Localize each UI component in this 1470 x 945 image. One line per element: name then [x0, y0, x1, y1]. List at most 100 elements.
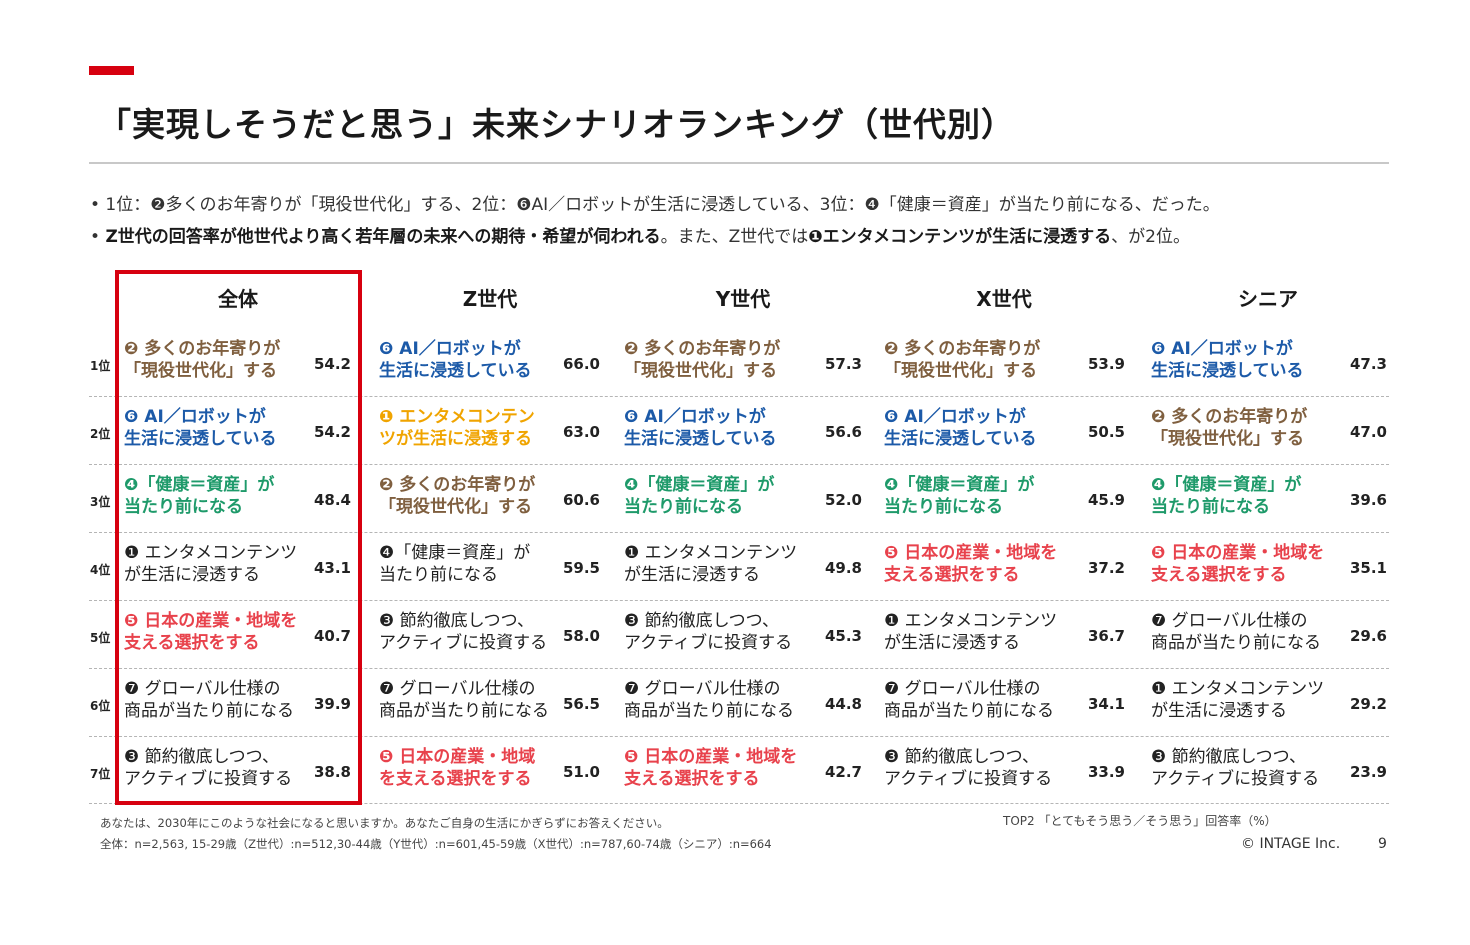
scenario-cell-gen-y: ❷ 多くのお年寄りが 「現役世代化」する — [624, 338, 780, 382]
scenario-cell-gen-y: ❼ グローバル仕様の 商品が当たり前になる — [624, 678, 794, 722]
scenario-line-1: ❹「健康＝資産」が — [379, 543, 531, 563]
response-rate-value: 60.6 — [562, 491, 600, 509]
scenario-line-2: 支える選択をする — [884, 565, 1020, 585]
scenario-line-2: が生活に浸透する — [124, 565, 260, 585]
rank-label: 5位 — [90, 631, 111, 645]
scenario-cell-gen-x: ❺ 日本の産業・地域を 支える選択をする — [884, 542, 1057, 586]
scenario-line-1: ❻ AI／ロボットが — [379, 339, 521, 359]
scenario-cell-gen-x: ❸ 節約徹底しつつ、 アクティブに投資する — [884, 746, 1052, 790]
rank-label: 7位 — [90, 767, 111, 781]
response-rate-value: 54.2 — [313, 355, 351, 373]
scenario-cell-gen-z: ❼ グローバル仕様の 商品が当たり前になる — [379, 678, 549, 722]
scenario-line-2: 「現役世代化」する — [1151, 429, 1304, 449]
response-rate-value: 33.9 — [1087, 763, 1125, 781]
rank-label: 6位 — [90, 699, 111, 713]
column-header-senior: シニア — [1238, 287, 1298, 311]
scenario-cell-gen-x: ❶ エンタメコンテンツ が生活に浸透する — [884, 610, 1057, 654]
response-rate-value: 40.7 — [313, 627, 351, 645]
scenario-line-1: ❼ グローバル仕様の — [124, 679, 281, 699]
column-header-gen-x: X世代 — [976, 287, 1032, 311]
scenario-line-1: ❶ エンタメコンテンツ — [1151, 679, 1325, 699]
scenario-cell-senior: ❻ AI／ロボットが 生活に浸透している — [1151, 338, 1304, 382]
scenario-cell-senior: ❷ 多くのお年寄りが 「現役世代化」する — [1151, 406, 1307, 450]
response-rate-value: 53.9 — [1087, 355, 1125, 373]
scenario-cell-gen-z: ❷ 多くのお年寄りが 「現役世代化」する — [379, 474, 535, 518]
copyright: © INTAGE Inc. — [1241, 836, 1341, 852]
response-rate-value: 52.0 — [824, 491, 862, 509]
scenario-line-1: ❷ 多くのお年寄りが — [379, 475, 536, 495]
scenario-line-2: 「現役世代化」する — [124, 361, 277, 381]
column-header-gen-z: Z世代 — [462, 287, 518, 311]
scenario-line-1: ❻ AI／ロボットが — [884, 407, 1026, 427]
scenario-cell-overall: ❼ グローバル仕様の 商品が当たり前になる — [124, 678, 294, 722]
scenario-cell-gen-x: ❷ 多くのお年寄りが 「現役世代化」する — [884, 338, 1040, 382]
response-rate-value: 50.5 — [1087, 423, 1125, 441]
sample-size-note: 全体：n=2,563, 15-29歳（Z世代）:n=512,30-44歳（Y世代… — [100, 837, 772, 851]
row-divider — [89, 396, 1389, 397]
response-rate-value: 49.8 — [824, 559, 862, 577]
response-rate-value: 38.8 — [313, 763, 351, 781]
response-rate-value: 23.9 — [1349, 763, 1387, 781]
scenario-line-1: ❸ 節約徹底しつつ、 — [124, 747, 279, 767]
overall-column-highlight — [115, 270, 362, 805]
summary-bullet-2-bold-1: Z世代の回答率が他世代より高く若年層の未来への期待・希望が伺われる — [105, 227, 661, 247]
scenario-line-2: 当たり前になる — [624, 497, 743, 517]
scenario-line-2: アクティブに投資する — [624, 633, 793, 653]
response-rate-value: 43.1 — [313, 559, 351, 577]
page-title: 「実現しそうだと思う」未来シナリオランキング（世代別） — [98, 105, 1016, 144]
response-rate-value: 45.3 — [824, 627, 862, 645]
scenario-line-1: ❺ 日本の産業・地域を — [624, 747, 798, 767]
scenario-line-2: 「現役世代化」する — [624, 361, 777, 381]
scenario-line-1: ❹「健康＝資産」が — [124, 475, 275, 495]
row-divider — [89, 736, 1389, 737]
response-rate-value: 39.6 — [1349, 491, 1387, 509]
scenario-line-1: ❻ AI／ロボットが — [124, 407, 266, 427]
scenario-line-2: 商品が当たり前になる — [624, 701, 794, 721]
scenario-line-2: アクティブに投資する — [379, 633, 548, 653]
response-rate-value: 34.1 — [1087, 695, 1125, 713]
row-divider — [89, 532, 1389, 533]
scenario-line-2: を支える選択をする — [379, 769, 532, 789]
scenario-cell-gen-z: ❶ エンタメコンテン ツが生活に浸透する — [379, 406, 535, 450]
response-rate-value: 56.6 — [824, 423, 862, 441]
scenario-line-1: ❺ 日本の産業・地域を — [124, 611, 298, 631]
scenario-line-2: 商品が当たり前になる — [124, 701, 294, 721]
scenario-line-2: 商品が当たり前になる — [884, 701, 1054, 721]
response-rate-value: 37.2 — [1087, 559, 1125, 577]
scenario-cell-gen-x: ❹「健康＝資産」が 当たり前になる — [884, 474, 1034, 518]
summary-bullet-2-mid: 。また、Z世代では — [660, 227, 809, 247]
scenario-cell-senior: ❶ エンタメコンテンツ が生活に浸透する — [1151, 678, 1324, 722]
scenario-cell-gen-z: ❸ 節約徹底しつつ、 アクティブに投資する — [379, 610, 547, 654]
scenario-line-2: 生活に浸透している — [884, 429, 1037, 449]
scenario-line-1: ❶ エンタメコンテンツ — [624, 543, 798, 563]
scenario-line-2: 当たり前になる — [124, 497, 243, 517]
scenario-line-1: ❸ 節約徹底しつつ、 — [624, 611, 779, 631]
title-divider — [89, 162, 1389, 164]
survey-question-note: あなたは、2030年にこのような社会になると思いますか。あなたご自身の生活にかぎ… — [100, 816, 669, 830]
scenario-line-1: ❶ エンタメコンテンツ — [124, 543, 298, 563]
scenario-line-2: 支える選択をする — [1151, 565, 1287, 585]
column-header-overall: 全体 — [218, 287, 258, 311]
scenario-line-2: アクティブに投資する — [884, 769, 1053, 789]
response-rate-value: 44.8 — [824, 695, 862, 713]
scenario-cell-gen-y: ❻ AI／ロボットが 生活に浸透している — [624, 406, 777, 450]
response-rate-value: 35.1 — [1349, 559, 1387, 577]
rank-label: 2位 — [90, 427, 111, 441]
scenario-cell-gen-y: ❶ エンタメコンテンツ が生活に浸透する — [624, 542, 797, 586]
scenario-cell-gen-x: ❼ グローバル仕様の 商品が当たり前になる — [884, 678, 1054, 722]
response-rate-value: 47.3 — [1349, 355, 1387, 373]
summary-bullet-2-suffix: 、が2位。 — [1111, 227, 1190, 247]
scenario-line-1: ❼ グローバル仕様の — [884, 679, 1041, 699]
scenario-line-2: 生活に浸透している — [624, 429, 777, 449]
scenario-cell-overall: ❶ エンタメコンテンツ が生活に浸透する — [124, 542, 297, 586]
scenario-line-1: ❻ AI／ロボットが — [624, 407, 766, 427]
scenario-cell-gen-y: ❺ 日本の産業・地域を 支える選択をする — [624, 746, 797, 790]
response-rate-value: 58.0 — [562, 627, 600, 645]
response-rate-value: 48.4 — [313, 491, 351, 509]
scenario-line-1: ❷ 多くのお年寄りが — [1151, 407, 1308, 427]
scenario-line-2: 生活に浸透している — [124, 429, 277, 449]
response-rate-value: 56.5 — [562, 695, 600, 713]
title-accent-bar — [89, 66, 134, 75]
scenario-line-2: 生活に浸透している — [1151, 361, 1304, 381]
scenario-line-2: 生活に浸透している — [379, 361, 532, 381]
